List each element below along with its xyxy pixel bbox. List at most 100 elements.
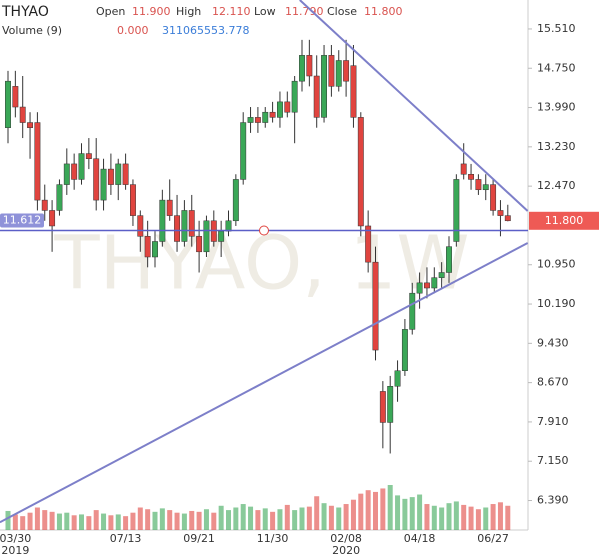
volume-bar bbox=[152, 511, 158, 530]
hline-label: 11.612 bbox=[3, 214, 42, 227]
low-label: Low bbox=[254, 5, 276, 18]
volume-bar bbox=[255, 510, 261, 530]
volume-bar bbox=[56, 513, 62, 530]
volume-bar bbox=[181, 513, 187, 530]
candle-body bbox=[5, 80, 11, 128]
candle-body bbox=[482, 184, 489, 191]
candle-body bbox=[446, 246, 452, 273]
candle-body bbox=[49, 210, 56, 227]
volume-bar bbox=[417, 494, 423, 530]
candle-body bbox=[269, 111, 276, 118]
candle-body bbox=[394, 370, 401, 387]
volume-bar bbox=[123, 516, 129, 530]
candle-body bbox=[453, 179, 460, 242]
candle-body bbox=[122, 163, 129, 185]
y-tick-label: 15.510 bbox=[537, 22, 576, 35]
volume-bar bbox=[314, 496, 320, 530]
volume-bar bbox=[321, 503, 327, 530]
y-tick-label: 9.430 bbox=[537, 336, 569, 349]
volume-bar bbox=[159, 508, 165, 530]
candle-body bbox=[159, 199, 166, 242]
volume-bar bbox=[108, 515, 114, 530]
volume-bar bbox=[277, 509, 283, 530]
x-tick-label: 11/30 bbox=[257, 532, 289, 545]
volume-bar bbox=[395, 495, 401, 530]
candle-body bbox=[416, 282, 423, 294]
x-tick-label: 04/18 bbox=[404, 532, 436, 545]
volume-bar bbox=[218, 505, 224, 530]
candle-body bbox=[225, 220, 232, 232]
volume-ma-value: 311065553.778 bbox=[162, 24, 249, 37]
candle-body bbox=[78, 153, 85, 180]
open-label: Open bbox=[96, 5, 125, 18]
candle-body bbox=[475, 179, 482, 191]
candle-body bbox=[438, 272, 445, 278]
candle-body bbox=[372, 261, 379, 351]
trendline bbox=[0, 242, 529, 524]
low-value: 11.790 bbox=[285, 5, 324, 18]
candle-body bbox=[335, 60, 342, 87]
volume-bar bbox=[196, 511, 202, 530]
volume-bar bbox=[328, 505, 334, 530]
y-tick-label: 10.950 bbox=[537, 258, 576, 271]
candle-body bbox=[181, 210, 188, 242]
volume-bar bbox=[240, 504, 246, 530]
volume-bar bbox=[365, 490, 371, 530]
candle-body bbox=[19, 106, 26, 123]
volume-bar bbox=[373, 491, 378, 530]
candle-body bbox=[321, 55, 328, 118]
volume-bar bbox=[380, 488, 386, 530]
candle-body bbox=[490, 184, 497, 211]
candle-body bbox=[144, 236, 151, 258]
volume-bar bbox=[350, 499, 356, 530]
volume-bar bbox=[79, 514, 84, 530]
volume-bar bbox=[453, 501, 459, 530]
candle-body bbox=[100, 168, 107, 201]
candle-body bbox=[313, 75, 320, 118]
volume-bar bbox=[424, 504, 430, 530]
volume-bar bbox=[5, 510, 11, 530]
candle-body bbox=[188, 210, 195, 237]
candle-body bbox=[203, 220, 210, 253]
volume-bar bbox=[402, 498, 408, 530]
candle-body bbox=[137, 215, 144, 237]
volume-bar bbox=[203, 509, 209, 530]
candle-body bbox=[497, 210, 504, 216]
candle-body bbox=[196, 236, 203, 253]
candle-body bbox=[306, 55, 313, 77]
candle-body bbox=[343, 60, 350, 82]
candle-body bbox=[12, 86, 19, 108]
candle-body bbox=[247, 117, 254, 123]
volume-bar bbox=[174, 512, 180, 530]
hline-label-box bbox=[0, 213, 44, 228]
candle-body bbox=[56, 184, 63, 211]
volume-bar bbox=[226, 510, 231, 530]
volume-bar bbox=[130, 512, 136, 530]
candle-body bbox=[460, 163, 467, 175]
close-value: 11.800 bbox=[364, 5, 403, 18]
volume-bar bbox=[475, 509, 481, 530]
candle-body bbox=[240, 122, 247, 180]
candle-body bbox=[262, 111, 269, 123]
volume-bar bbox=[446, 503, 452, 530]
volume-bar bbox=[27, 512, 33, 530]
high-value: 12.110 bbox=[212, 5, 251, 18]
candle-body bbox=[284, 101, 291, 113]
volume-bar bbox=[248, 506, 254, 530]
candle-body bbox=[379, 391, 386, 423]
volume-bar bbox=[101, 513, 107, 530]
candle-body bbox=[232, 179, 239, 222]
trendline bbox=[299, 0, 529, 212]
candle-body bbox=[115, 163, 122, 185]
candle-body bbox=[365, 225, 372, 263]
candle-body bbox=[328, 55, 335, 87]
candle-body bbox=[27, 122, 34, 128]
volume-bar bbox=[20, 516, 26, 530]
y-tick-label: 13.230 bbox=[537, 140, 576, 153]
volume-bar bbox=[490, 504, 496, 530]
volume-bar bbox=[468, 506, 474, 530]
x-tick-label: 02/08 bbox=[330, 532, 362, 545]
x-tick-label: 06/27 bbox=[477, 532, 509, 545]
